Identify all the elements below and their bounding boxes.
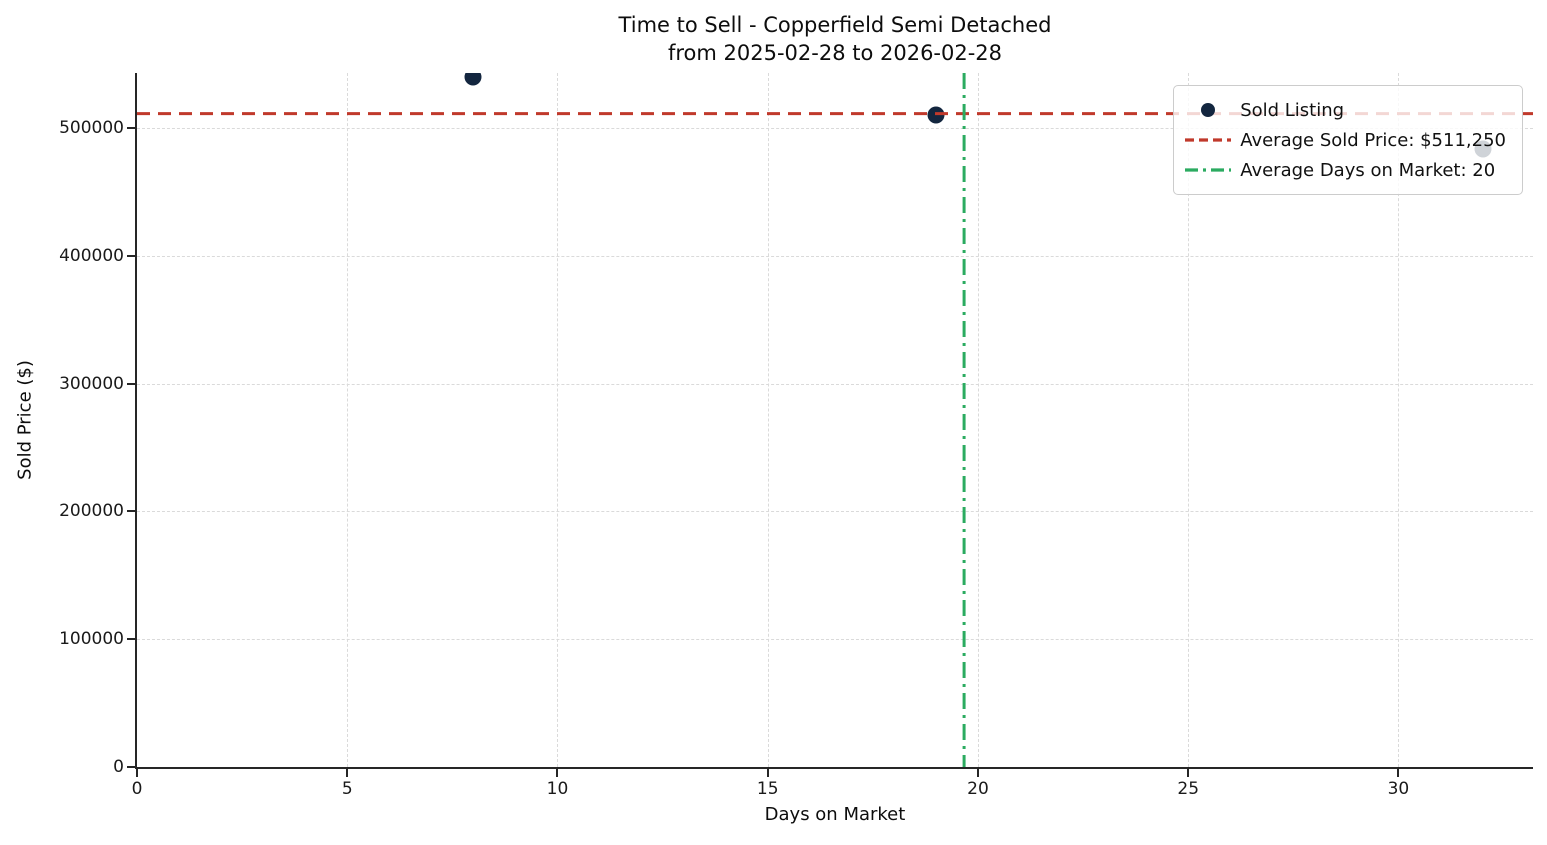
y-gridline — [137, 639, 1533, 641]
legend: Sold Listing Average Sold Price: $511,25… — [1173, 85, 1523, 195]
x-tick-mark — [976, 769, 979, 777]
y-tick-label: 0 — [113, 757, 124, 777]
x-gridline — [347, 73, 349, 767]
x-tick-mark — [1397, 769, 1400, 777]
x-tick-label: 20 — [967, 779, 989, 799]
y-gridline — [137, 383, 1533, 385]
x-tick-label: 30 — [1387, 779, 1410, 799]
y-tick-label: 200000 — [59, 501, 124, 522]
chart-title-line1: Time to Sell - Copperfield Semi Detached — [618, 13, 1052, 37]
legend-label-avg-days: Average Days on Market: 20 — [1240, 159, 1496, 181]
x-gridline — [767, 73, 769, 767]
y-gridline — [137, 255, 1533, 257]
legend-row-avg-days: Average Days on Market: 20 — [1184, 155, 1506, 185]
x-gridline — [1398, 73, 1400, 767]
y-tick-mark — [127, 382, 135, 385]
y-tick-label: 100000 — [59, 629, 124, 650]
sold-listing-marker-icon — [1184, 103, 1232, 117]
y-tick-label: 500000 — [59, 117, 124, 138]
y-tick-label: 400000 — [59, 245, 124, 266]
sold-listing-point — [464, 73, 482, 86]
chart-title: Time to Sell - Copperfield Semi Detached… — [137, 11, 1533, 68]
y-gridline — [137, 127, 1533, 129]
x-tick-label: 5 — [341, 779, 353, 799]
y-tick-mark — [127, 766, 135, 768]
x-tick-label: 25 — [1177, 779, 1200, 799]
x-tick-label: 10 — [546, 779, 569, 799]
x-tick-mark — [766, 769, 769, 777]
legend-label-avg-price: Average Sold Price: $511,250 — [1240, 129, 1506, 151]
y-axis-label: Sold Price ($) — [14, 360, 36, 480]
x-tick-mark — [1187, 769, 1190, 777]
avg-days-marker-icon — [1184, 167, 1232, 173]
chart-title-line2: from 2025-02-28 to 2026-02-28 — [667, 41, 1003, 66]
dashed-line-icon — [1185, 138, 1232, 142]
legend-row-sold-listing: Sold Listing — [1184, 95, 1506, 125]
avg-price-marker-icon — [1184, 137, 1232, 143]
y-tick-mark — [127, 126, 135, 129]
dashdot-line-icon — [1185, 168, 1232, 172]
y-tick-mark — [127, 638, 135, 641]
y-tick-mark — [127, 510, 135, 513]
y-gridline — [137, 511, 1533, 513]
dot-icon — [1201, 103, 1216, 117]
x-tick-mark — [136, 769, 138, 777]
legend-label-sold-listing: Sold Listing — [1240, 99, 1345, 121]
x-tick-mark — [556, 769, 559, 777]
x-axis-spine — [135, 767, 1533, 769]
plot-area: Sold Listing Average Sold Price: $511,25… — [59, 73, 1533, 799]
y-tick-mark — [127, 254, 135, 257]
x-gridline — [1188, 73, 1190, 767]
x-gridline — [977, 73, 979, 767]
y-axis-spine — [135, 73, 137, 769]
plot-clip — [137, 73, 1533, 767]
x-axis-label: Days on Market — [764, 804, 906, 825]
y-tick-label: 300000 — [59, 373, 124, 394]
x-tick-mark — [346, 769, 349, 777]
legend-row-avg-price: Average Sold Price: $511,250 — [1184, 125, 1506, 155]
sold-listing-point — [927, 106, 945, 124]
x-tick-label: 15 — [756, 779, 779, 799]
x-gridline — [557, 73, 559, 767]
x-tick-label: 0 — [131, 779, 143, 799]
